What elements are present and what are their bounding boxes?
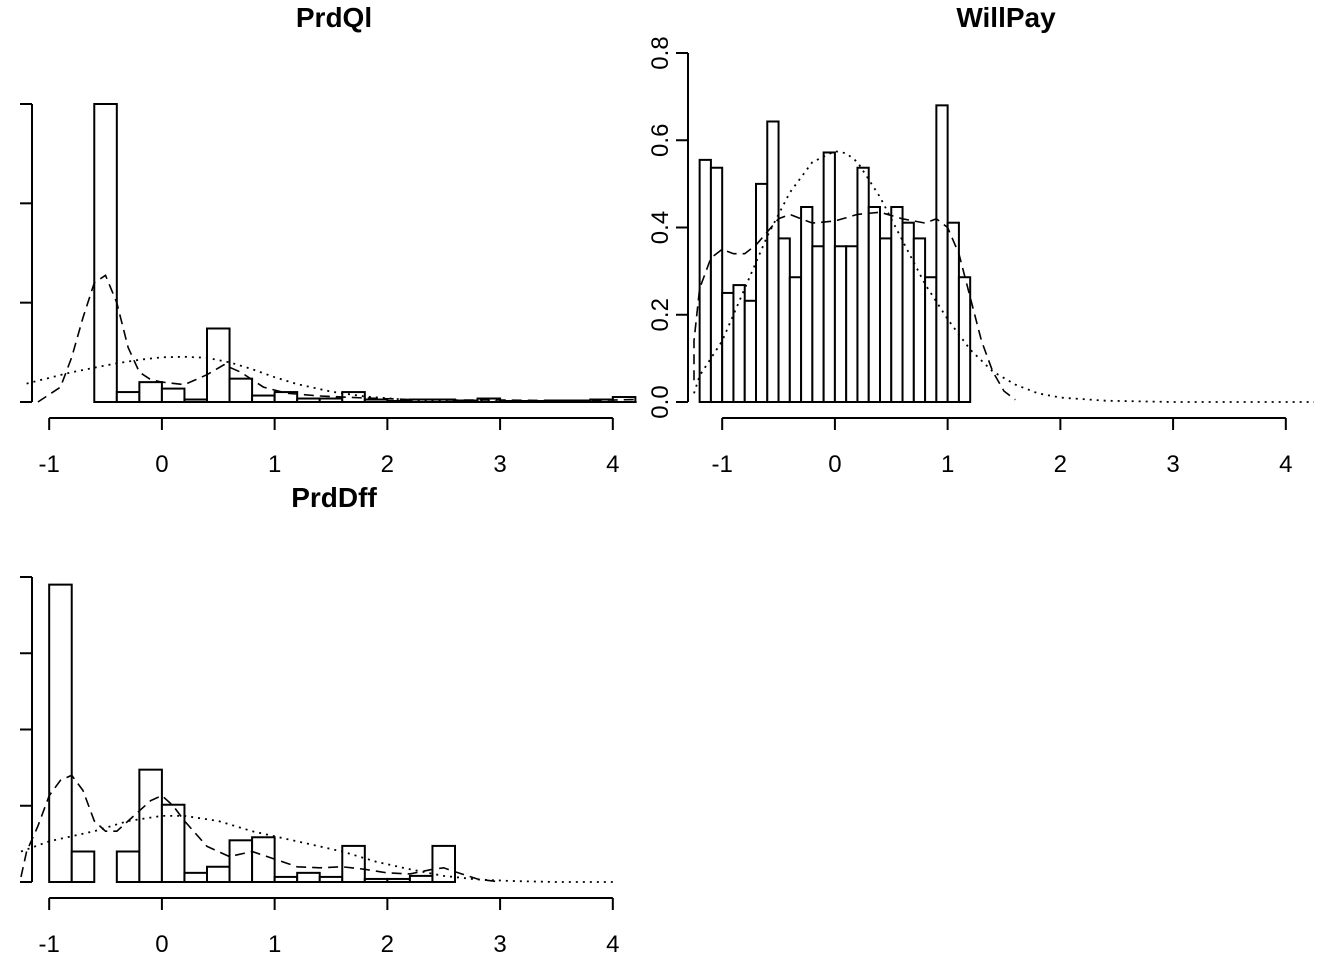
x-tick-label: -1 <box>712 451 733 478</box>
histogram-bar <box>138 381 163 403</box>
y-tick-label: 0.0 <box>647 385 674 418</box>
x-tick-label: 4 <box>606 931 619 958</box>
histogram-bar <box>811 245 825 403</box>
x-tick-label: 0 <box>155 931 168 958</box>
density-curve-dotted <box>693 150 1314 403</box>
density-curve-dotted <box>20 815 613 883</box>
histogram-bar <box>935 104 949 403</box>
histogram-bar <box>800 205 814 403</box>
histogram-bar <box>743 299 758 404</box>
histogram-bar <box>845 245 859 403</box>
histogram-bar <box>363 398 389 403</box>
x-tick-label: 2 <box>381 931 394 958</box>
panel-prdql: PrdQl -1 0 1 2 3 4 <box>20 2 641 478</box>
histogram-bar <box>363 877 389 884</box>
histogram-bar <box>273 875 299 884</box>
histogram-bar <box>386 400 411 403</box>
y-tick-label: 0.2 <box>647 298 674 331</box>
histogram-bar <box>183 398 208 403</box>
histogram-bar <box>93 103 118 403</box>
histogram-bar <box>856 166 870 403</box>
panel-title: PrdQl <box>296 2 372 33</box>
histogram-bar <box>206 327 231 404</box>
histogram-bar <box>901 221 915 403</box>
x-tick-label: 4 <box>606 451 619 478</box>
panel-prddff: PrdDff -1 0 1 2 3 4 <box>20 482 619 958</box>
histogram-bar <box>890 205 904 403</box>
histogram-bar <box>48 583 73 883</box>
histogram-bar <box>115 391 141 404</box>
histogram-bar <box>183 871 208 883</box>
x-tick-label: 0 <box>828 451 841 478</box>
histogram-bar <box>833 245 848 403</box>
histogram-bar <box>957 276 972 404</box>
x-tick-label: 3 <box>493 451 506 478</box>
histogram-bar <box>228 839 254 883</box>
histogram-bar <box>867 205 882 403</box>
histogram-bar <box>721 291 735 403</box>
histogram-bar <box>879 237 893 403</box>
x-tick-label: 3 <box>1166 451 1179 478</box>
histogram-bar <box>709 166 724 403</box>
histogram-bar <box>755 182 769 403</box>
x-tick-label: 1 <box>268 451 281 478</box>
x-tick-label: -1 <box>39 931 60 958</box>
panel-title: WillPay <box>956 2 1056 33</box>
histogram-bar <box>318 397 344 404</box>
histogram-bar <box>115 850 141 883</box>
x-tick-label: 1 <box>268 931 281 958</box>
x-tick-label: 2 <box>381 451 394 478</box>
x-tick-label: 4 <box>1279 451 1292 478</box>
histogram-bar <box>206 865 231 883</box>
x-tick-label: 3 <box>493 931 506 958</box>
panel-willpay: WillPay -1 0 1 2 3 4 0.0 0.2 0.4 0.6 0.8 <box>647 2 1314 478</box>
histogram-bar <box>946 221 960 403</box>
histogram-bar <box>296 871 321 883</box>
histogram-bar <box>408 874 434 884</box>
x-tick-label: 0 <box>155 451 168 478</box>
density-curve-dashed <box>20 774 501 883</box>
y-tick-label: 0.4 <box>647 211 674 244</box>
histogram-bar <box>160 387 186 403</box>
histogram-bar <box>822 151 836 403</box>
histogram-bar <box>777 237 791 403</box>
histogram-bar <box>70 850 96 883</box>
density-curve-dashed <box>37 274 636 403</box>
histogram-bar <box>251 836 276 883</box>
histogram-bar <box>912 237 927 403</box>
histogram-bar <box>766 120 780 404</box>
histogram-bar <box>431 844 457 883</box>
panel-title: PrdDff <box>291 482 377 513</box>
y-tick-label: 0.6 <box>647 124 674 157</box>
histogram-bar <box>228 377 254 404</box>
histogram-bar <box>296 397 321 404</box>
histogram-bar <box>788 276 803 404</box>
histogram-bar <box>160 803 186 884</box>
histogram-bar <box>138 768 163 883</box>
histogram-bar <box>318 875 344 884</box>
histogram-bar <box>251 394 276 404</box>
histogram-bar <box>386 877 411 884</box>
x-tick-label: 2 <box>1054 451 1067 478</box>
y-tick-label: 0.8 <box>647 36 674 69</box>
histogram-bar <box>341 844 366 883</box>
x-tick-label: -1 <box>39 451 60 478</box>
histogram-bar <box>732 284 746 403</box>
histogram-bar <box>924 276 938 404</box>
histogram-bar <box>273 391 299 404</box>
density-curve-dotted <box>26 355 641 403</box>
x-tick-label: 1 <box>941 451 954 478</box>
